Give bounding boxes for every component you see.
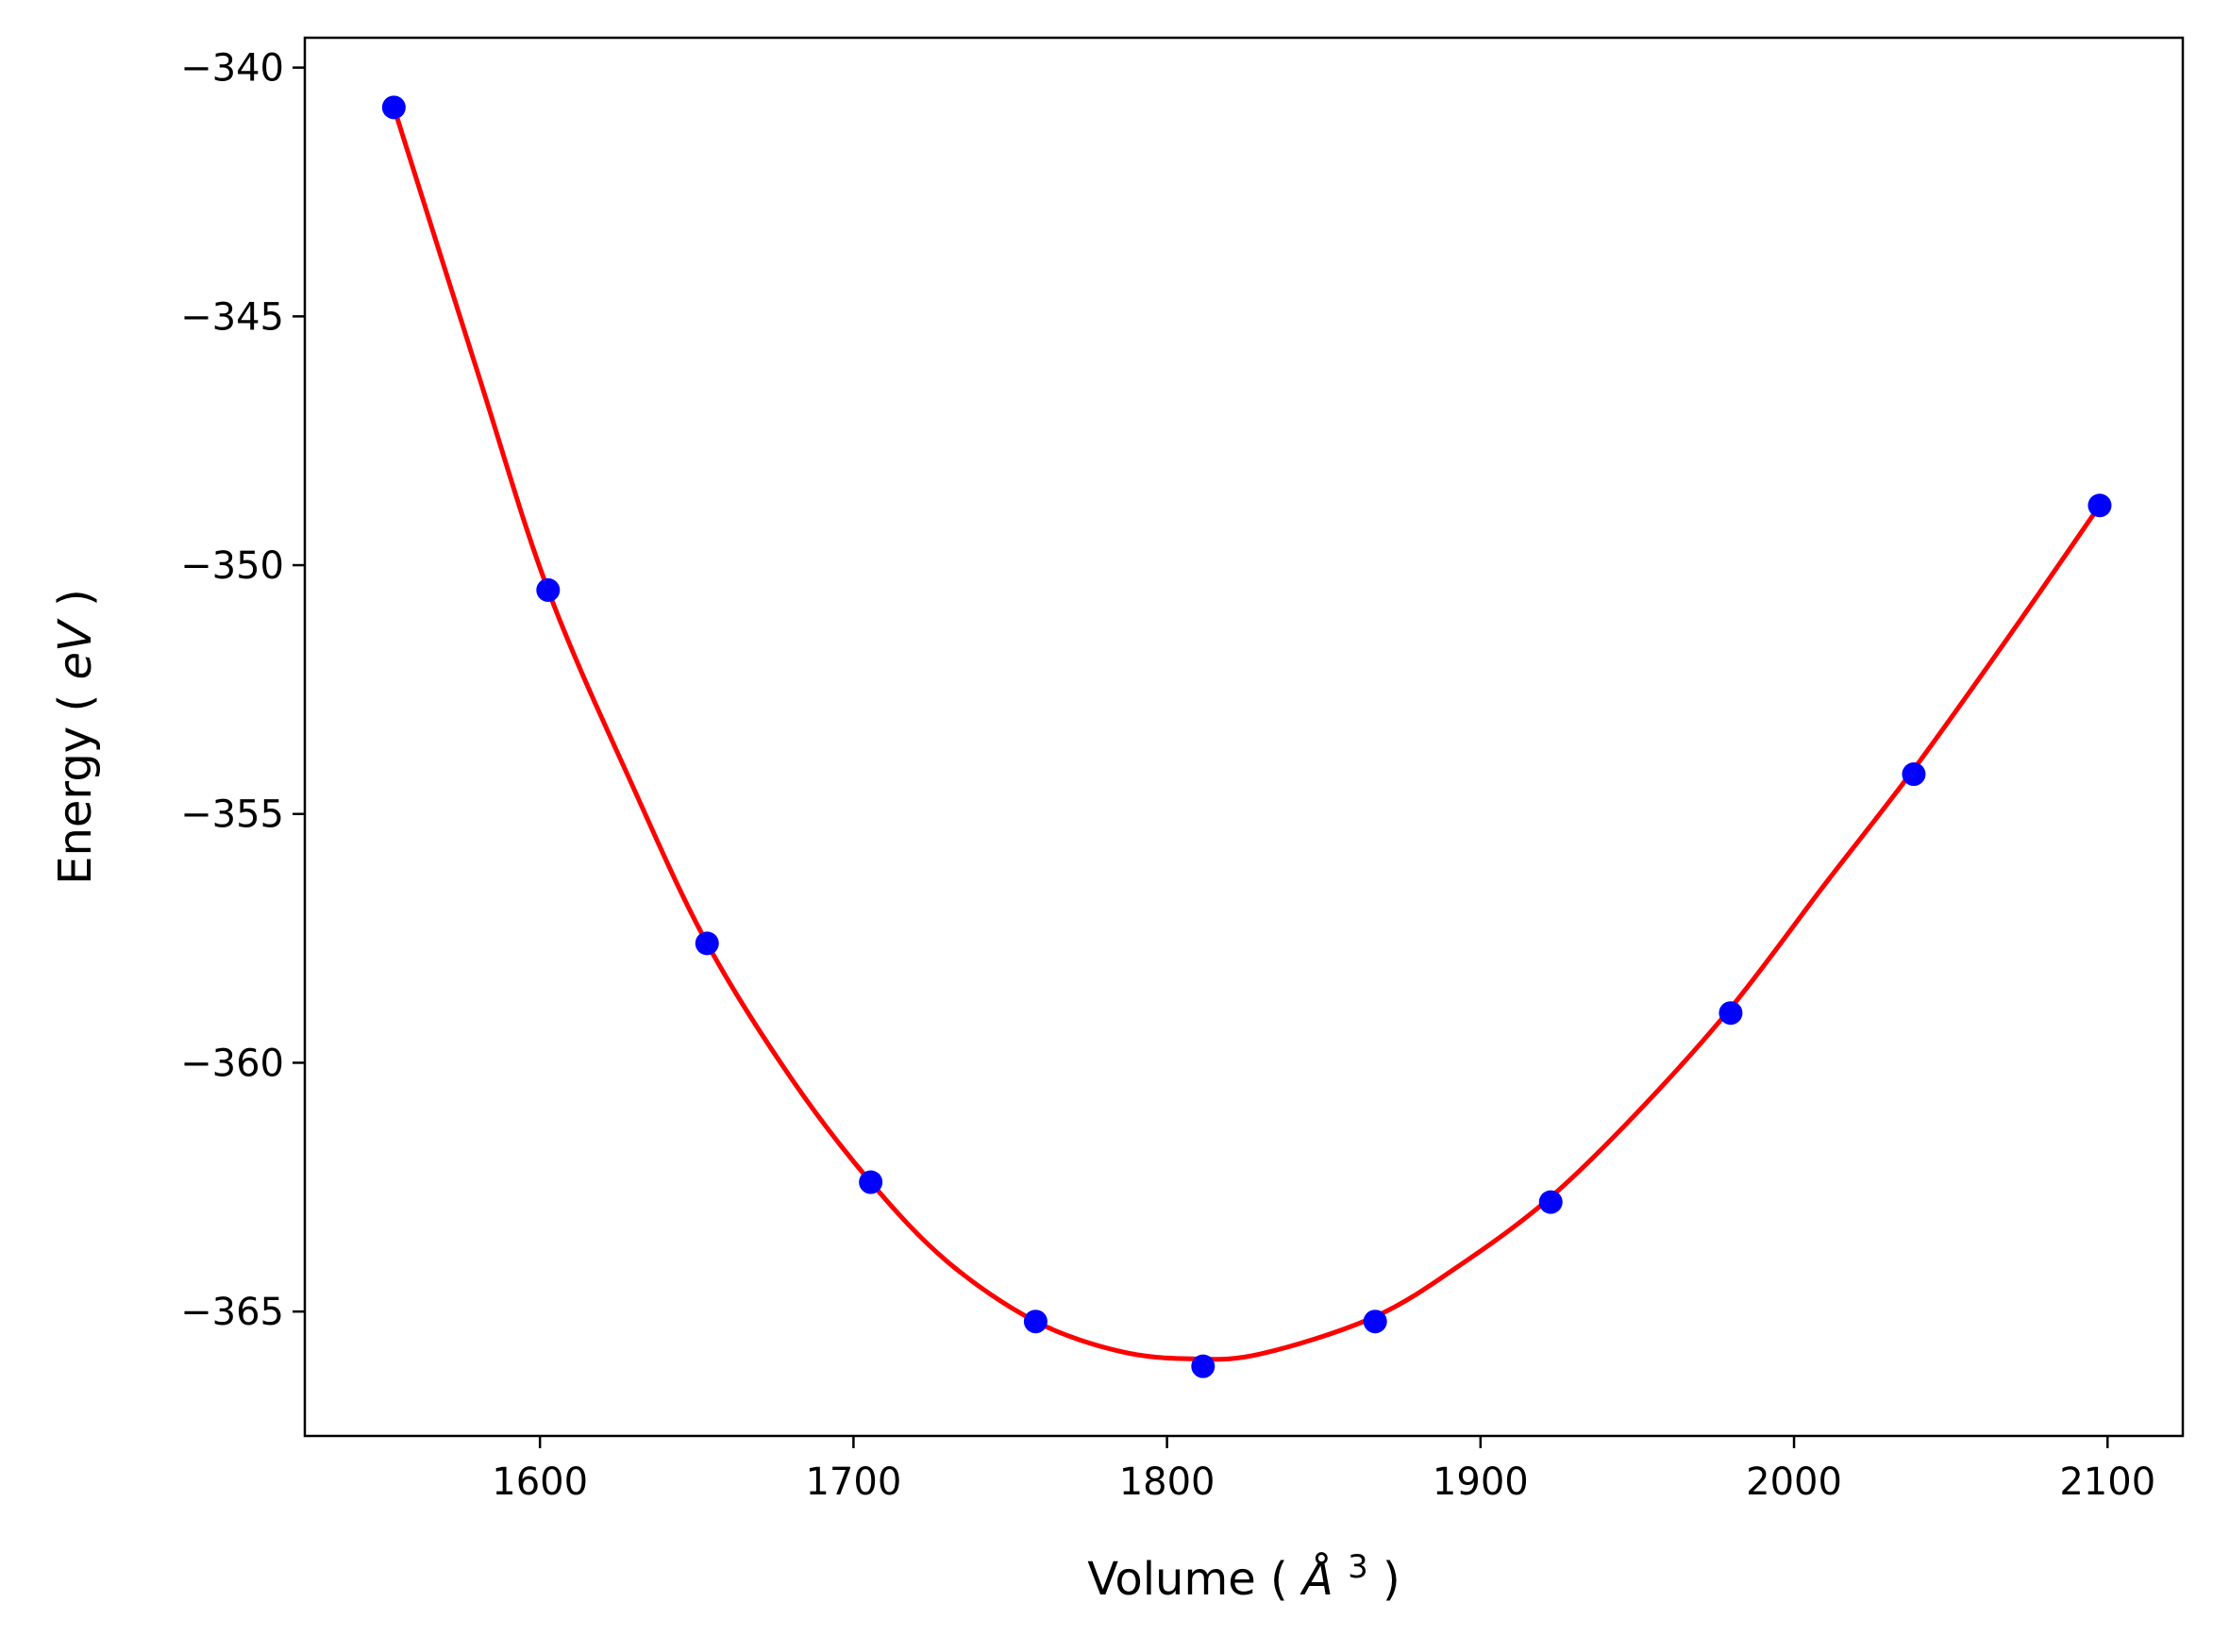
x-axis-label-unit: Å — [1299, 1552, 1333, 1606]
data-point — [1538, 1190, 1563, 1214]
data-point — [381, 95, 406, 120]
y-axis-label-open-paren: ( — [49, 694, 102, 712]
y-axis-label-close-paren: ) — [49, 589, 102, 607]
x-tick-label: 1700 — [805, 1460, 901, 1504]
x-tick-label: 1900 — [1433, 1460, 1529, 1504]
data-point — [2087, 493, 2112, 518]
x-tick-label: 2100 — [2059, 1460, 2155, 1504]
fit-curve-line — [391, 107, 2103, 1362]
y-tick-label: −350 — [180, 544, 284, 588]
data-point — [859, 1170, 883, 1194]
x-axis-label: Volume ( Å 3 ) — [1087, 1536, 1400, 1606]
y-axis-ticks: −340 −345 −350 −355 −360 −365 — [180, 47, 305, 1334]
y-axis-label: Energy ( eV ) — [49, 589, 102, 885]
y-tick-label: −345 — [180, 295, 284, 339]
data-point — [1718, 1001, 1743, 1026]
x-axis-label-close-paren: ) — [1383, 1553, 1400, 1606]
data-point — [1363, 1310, 1387, 1334]
fit-curve-layer — [391, 107, 2103, 1362]
data-point — [695, 931, 719, 956]
x-tick-label: 1800 — [1119, 1460, 1215, 1504]
x-axis-label-text: Volume — [1087, 1553, 1256, 1606]
x-tick-label: 2000 — [1746, 1460, 1842, 1504]
x-axis-ticks: 1600 1700 1800 1900 2000 2100 — [492, 1436, 2155, 1504]
y-tick-label: −340 — [180, 47, 284, 91]
plot-area-frame — [303, 36, 2185, 1438]
y-axis-label-text: Energy — [49, 726, 102, 885]
x-axis-label-open-paren: ( — [1270, 1553, 1288, 1606]
data-point — [1023, 1310, 1048, 1334]
y-axis-label-unit: eV — [49, 618, 102, 680]
data-point — [1191, 1354, 1215, 1378]
data-point — [1902, 762, 1926, 787]
data-point — [536, 577, 561, 602]
y-tick-label: −355 — [180, 793, 284, 837]
y-tick-label: −365 — [180, 1291, 284, 1334]
y-tick-label: −360 — [180, 1042, 284, 1085]
data-points-layer — [381, 95, 2112, 1378]
x-axis-label-unit-exponent: 3 — [1348, 1548, 1368, 1586]
x-tick-label: 1600 — [492, 1460, 588, 1504]
